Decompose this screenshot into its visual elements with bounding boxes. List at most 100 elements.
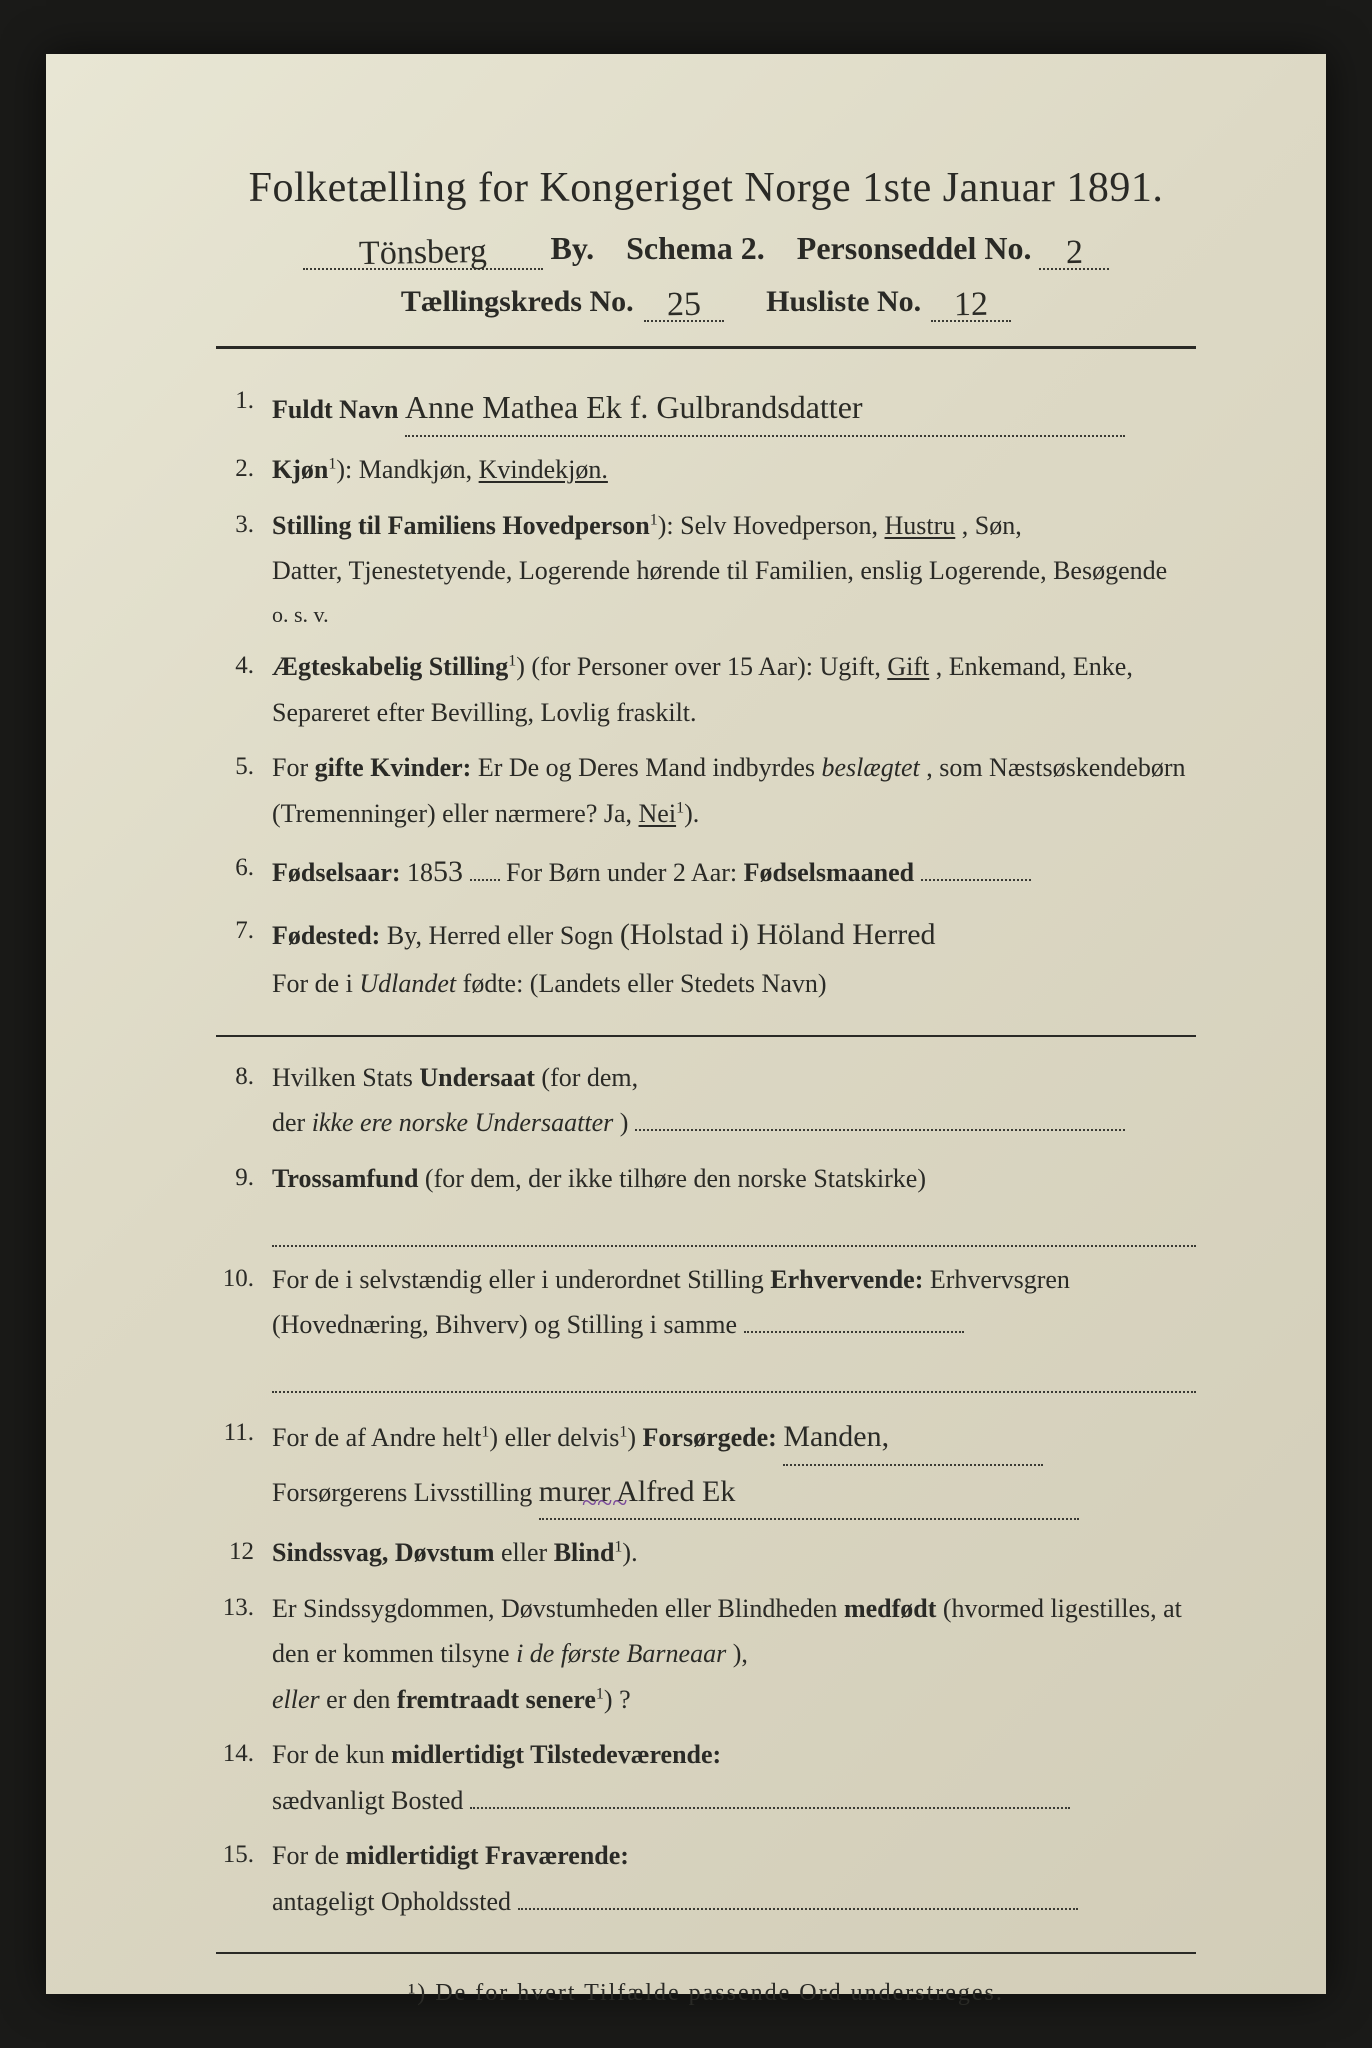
label-erhvervende: Erhvervende: <box>770 1265 923 1294</box>
form-header: Folketælling for Kongeriget Norge 1ste J… <box>216 164 1196 322</box>
tilstede-a: For de kun <box>272 1740 391 1769</box>
husliste-label: Husliste No. <box>766 285 921 319</box>
item-11: 11. For de af Andre helt1) eller delvis1… <box>216 1411 1196 1520</box>
undersaat-c: der <box>272 1108 312 1137</box>
stilling-osv: o. s. v. <box>272 596 1196 635</box>
label-tilstedevaerende: midlertidigt Tilstedeværende: <box>391 1740 721 1769</box>
fravaer-dots <box>518 1908 1078 1910</box>
num-6: 6. <box>216 846 272 890</box>
fodselsaar-hw: 53 <box>433 855 463 888</box>
divider-mid <box>216 1035 1196 1037</box>
aegteskab-a: (for Personer over 15 Aar): Ugift, <box>531 652 887 681</box>
forsorg-b: eller delvis <box>505 1423 620 1452</box>
medfodt-f: ? <box>619 1685 631 1714</box>
stilling-b: , Søn, <box>962 511 1022 540</box>
item-6: 6. Fødselsaar: 1853 For Børn under 2 Aar… <box>216 846 1196 899</box>
kreds-no-hw: 25 <box>666 286 701 325</box>
forsorg-field1: Manden, <box>783 1411 1043 1466</box>
city-handwritten: Tönsberg <box>358 233 486 273</box>
kreds-no-field: 25 <box>644 282 724 322</box>
tilstede-dots <box>470 1807 1070 1809</box>
erhverv-dots1 <box>744 1331 964 1333</box>
header-row-1: Tönsberg By. Schema 2. Personseddel No. … <box>216 230 1196 270</box>
item-14: 14. For de kun midlertidigt Tilstedevære… <box>216 1732 1196 1823</box>
num-13: 13. <box>216 1586 272 1630</box>
num-12: 12 <box>216 1530 272 1574</box>
personseddel-label: Personseddel No. <box>797 230 1032 267</box>
label-fodselsmaaned: Fødselsmaaned <box>744 858 914 887</box>
sind-eller: eller <box>501 1538 554 1567</box>
undersaat-d: ) <box>620 1108 629 1137</box>
stilling-c: Datter, Tjenestetyende, Logerende hørend… <box>272 556 1167 585</box>
label-undersaat: Undersaat <box>419 1063 535 1092</box>
census-form-page: Folketælling for Kongeriget Norge 1ste J… <box>46 54 1326 1994</box>
label-blind: Blind <box>554 1538 615 1567</box>
num-7: 7. <box>216 909 272 953</box>
erhverv-a: For de i selvstændig eller i underordnet… <box>272 1265 770 1294</box>
header-row-2: Tællingskreds No. 25 Husliste No. 12 <box>216 282 1196 322</box>
fodested-hw: (Holstad i) Höland Herred <box>620 918 936 951</box>
item-4: 4. Ægteskabelig Stilling1) (for Personer… <box>216 644 1196 735</box>
num-15: 15. <box>216 1833 272 1877</box>
forsorg-hw1: Manden, <box>783 1420 889 1453</box>
label-fremtraadt: fremtraadt senere <box>397 1685 596 1714</box>
gifte-for: For <box>272 753 315 782</box>
fodselsaar-dots <box>470 879 500 881</box>
fodested-a: By, Herred eller Sogn <box>387 921 613 950</box>
num-1: 1. <box>216 379 272 423</box>
undersaat-b: (for dem, <box>541 1063 638 1092</box>
label-fodested: Fødested: <box>272 921 380 950</box>
forsorg-c: Forsørgerens Livsstilling <box>272 1478 532 1507</box>
label-fuldt-navn: Fuldt Navn <box>272 395 398 424</box>
name-field: Anne Mathea Ek f. Gulbrandsdatter <box>405 379 1125 437</box>
num-5: 5. <box>216 745 272 789</box>
schema-label: Schema 2. <box>626 230 765 267</box>
label-medfodt: medfødt <box>844 1594 936 1623</box>
item-7: 7. Fødested: By, Herred eller Sogn (Hols… <box>216 909 1196 1007</box>
item-10: 10. For de i selvstændig eller i underor… <box>216 1257 1196 1394</box>
divider-top <box>216 346 1196 349</box>
gifte-a: Er De og Deres Mand indbyrdes <box>478 753 822 782</box>
medfodt-a: Er Sindssygdommen, Døvstumheden eller Bl… <box>272 1594 844 1623</box>
personseddel-no-field: 2 <box>1039 230 1109 270</box>
name-handwritten: Anne Mathea Ek f. Gulbrandsdatter <box>405 389 863 425</box>
form-items: 1. Fuldt Navn Anne Mathea Ek f. Gulbrand… <box>216 379 1196 1924</box>
label-stilling: Stilling til Familiens Hovedperson <box>272 511 650 540</box>
item-8: 8. Hvilken Stats Undersaat (for dem, der… <box>216 1055 1196 1146</box>
num-3: 3. <box>216 503 272 547</box>
stilling-hustru: Hustru <box>885 511 956 540</box>
label-sindssvag: Sindssvag, Døvstum <box>272 1538 495 1567</box>
item-12: 12 Sindssvag, Døvstum eller Blind1). <box>216 1530 1196 1576</box>
divider-bottom <box>216 1952 1196 1954</box>
item-3: 3. Stilling til Familiens Hovedperson1):… <box>216 503 1196 635</box>
item-15: 15. For de midlertidigt Fraværende: anta… <box>216 1833 1196 1924</box>
fodested-b: For de i <box>272 969 359 998</box>
label-gifte-kvinder: gifte Kvinder: <box>315 753 472 782</box>
label-kjon: Kjøn <box>272 455 328 484</box>
trossamfund-dots <box>272 1205 1196 1247</box>
personseddel-no-hw: 2 <box>1066 234 1084 272</box>
label-aegteskab: Ægteskabelig Stilling <box>272 652 508 681</box>
item-9: 9. Trossamfund (for dem, der ikke tilhør… <box>216 1156 1196 1247</box>
husliste-no-field: 12 <box>931 282 1011 322</box>
medfodt-eller: eller <box>272 1685 320 1714</box>
item-2: 2. Kjøn1): Mandkjøn, Kvindekjøn. <box>216 447 1196 493</box>
kjon-options: Mandkjøn, <box>359 455 479 484</box>
item-13: 13. Er Sindssygdommen, Døvstumheden elle… <box>216 1586 1196 1723</box>
fodested-udlandet: Udlandet <box>359 969 456 998</box>
gifte-nei: Nei <box>639 799 677 828</box>
item-5: 5. For gifte Kvinder: Er De og Deres Man… <box>216 745 1196 836</box>
label-trossamfund: Trossamfund <box>272 1164 418 1193</box>
tilstede-b: sædvanligt Bosted <box>272 1786 463 1815</box>
stilling-a: Selv Hovedperson, <box>680 511 884 540</box>
num-9: 9. <box>216 1156 272 1200</box>
medfodt-e: er den <box>326 1685 397 1714</box>
erhverv-dots2 <box>272 1352 1196 1394</box>
undersaat-a: Hvilken Stats <box>272 1063 419 1092</box>
purple-mark: ~~~ <box>582 1479 627 1528</box>
forsorg-a: For de af Andre helt <box>272 1423 481 1452</box>
num-14: 14. <box>216 1732 272 1776</box>
fodested-c: fødte: (Landets eller Stedets Navn) <box>463 969 827 998</box>
undersaat-dots <box>635 1129 1125 1131</box>
fodselsaar-b: For Børn under 2 Aar: <box>506 858 744 887</box>
